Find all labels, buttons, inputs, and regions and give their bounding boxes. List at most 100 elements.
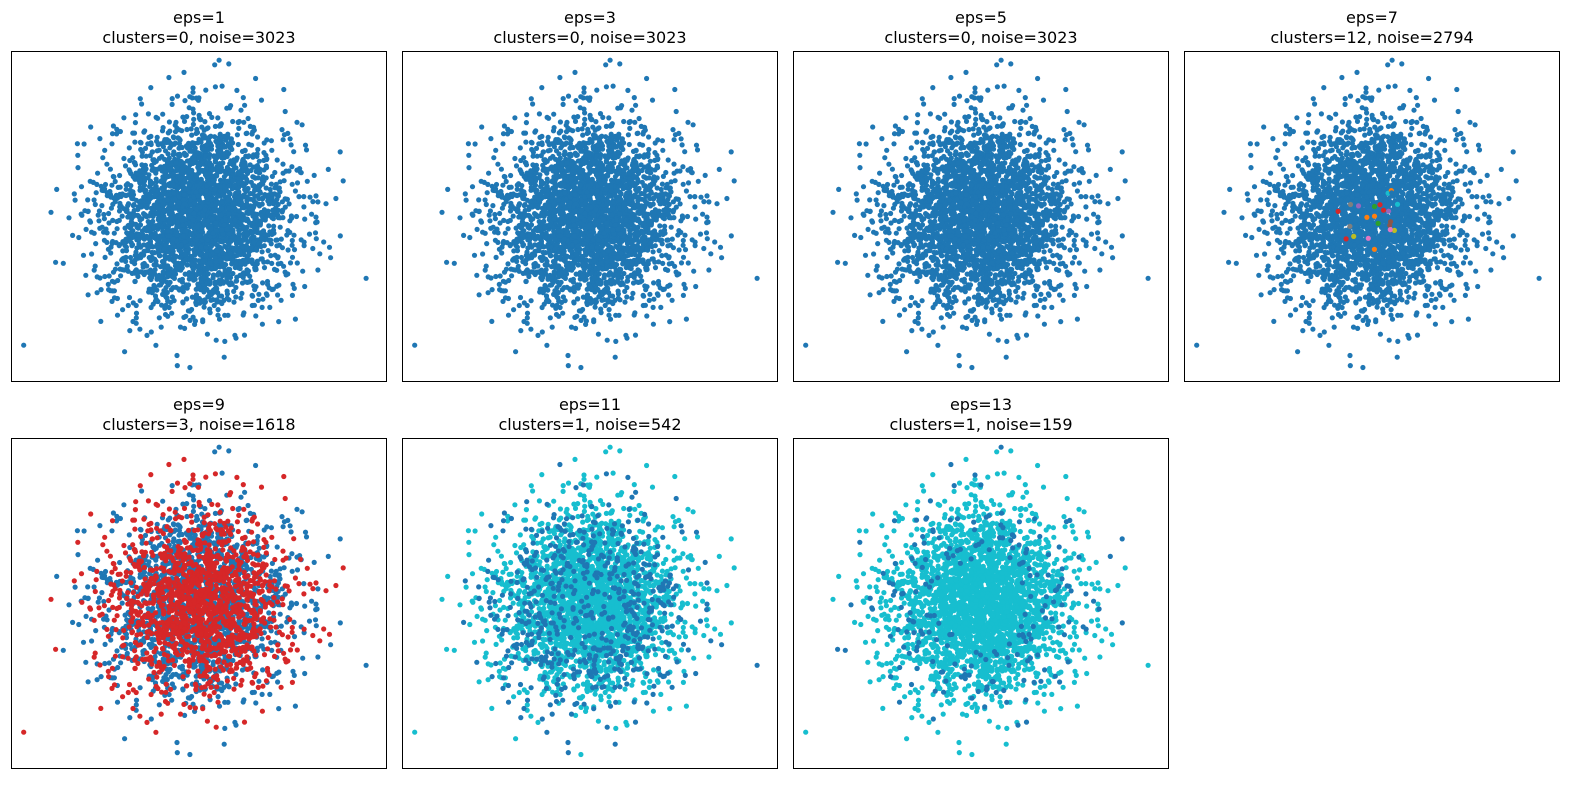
- noise-point: [179, 218, 185, 224]
- noise-point: [126, 294, 133, 301]
- noise-point: [74, 141, 80, 147]
- noise-point: [187, 94, 193, 100]
- noise-point: [266, 223, 272, 229]
- noise-point: [517, 145, 523, 151]
- noise-point: [704, 193, 710, 199]
- noise-point: [168, 173, 174, 179]
- noise-point: [270, 227, 277, 233]
- noise-point: [263, 185, 269, 191]
- noise-point: [523, 162, 530, 168]
- noise-point: [174, 352, 180, 359]
- noise-point: [166, 119, 172, 125]
- noise-point: [174, 165, 180, 171]
- noise-point: [662, 266, 669, 272]
- noise-point: [106, 273, 112, 279]
- noise-point: [719, 255, 725, 261]
- noise-point: [240, 312, 246, 318]
- noise-point: [121, 255, 127, 261]
- noise-point: [104, 239, 110, 245]
- noise-point: [191, 210, 197, 216]
- noise-point: [466, 165, 472, 171]
- noise-point: [253, 187, 259, 193]
- noise-point: [571, 181, 577, 187]
- noise-point: [217, 161, 223, 167]
- noise-point: [189, 132, 195, 138]
- noise-point: [251, 302, 257, 308]
- noise-point: [217, 183, 223, 189]
- noise-point: [119, 213, 125, 219]
- noise-point: [85, 292, 91, 298]
- noise-point: [206, 155, 212, 161]
- noise-point: [172, 196, 178, 202]
- noise-point: [173, 229, 179, 235]
- noise-point: [160, 144, 166, 150]
- noise-point: [206, 111, 213, 117]
- noise-point: [244, 231, 250, 237]
- noise-point: [182, 98, 188, 104]
- noise-point: [131, 213, 137, 219]
- noise-point: [289, 181, 295, 187]
- noise-point: [109, 182, 115, 188]
- noise-point: [530, 216, 536, 222]
- noise-point: [227, 250, 233, 256]
- noise-point: [168, 201, 174, 207]
- noise-point: [179, 166, 185, 173]
- noise-point: [167, 279, 173, 285]
- noise-point: [650, 249, 656, 255]
- noise-point: [497, 210, 503, 217]
- noise-point: [244, 170, 251, 176]
- noise-point: [223, 144, 229, 150]
- noise-point: [166, 181, 172, 187]
- noise-point: [224, 164, 230, 171]
- noise-point: [181, 192, 187, 198]
- noise-point: [158, 324, 164, 330]
- noise-point: [263, 163, 269, 169]
- noise-point: [169, 96, 175, 102]
- noise-point: [221, 272, 227, 278]
- noise-point: [152, 284, 158, 290]
- noise-point: [269, 260, 275, 266]
- noise-point: [204, 331, 210, 337]
- noise-point: [129, 243, 135, 249]
- noise-point: [617, 61, 623, 67]
- noise-point: [591, 168, 597, 174]
- noise-point: [659, 253, 665, 259]
- noise-point: [245, 115, 251, 122]
- noise-point: [208, 209, 215, 216]
- noise-point: [184, 126, 190, 133]
- noise-point: [507, 217, 513, 223]
- noise-point: [104, 161, 110, 167]
- noise-point: [632, 332, 639, 338]
- noise-point: [141, 211, 147, 217]
- noise-point: [96, 218, 102, 224]
- noise-point: [253, 313, 259, 319]
- noise-point: [103, 226, 109, 232]
- noise-point: [246, 153, 252, 159]
- noise-point: [281, 132, 287, 138]
- noise-point: [315, 199, 321, 205]
- noise-point: [148, 304, 154, 311]
- noise-point: [528, 139, 534, 145]
- noise-point: [88, 124, 94, 130]
- noise-point: [250, 213, 256, 219]
- noise-point: [575, 296, 581, 302]
- noise-point: [102, 186, 108, 192]
- noise-point: [171, 190, 177, 196]
- noise-point: [143, 187, 149, 193]
- noise-point: [482, 197, 488, 203]
- noise-point: [91, 230, 97, 236]
- noise-point: [193, 95, 199, 101]
- noise-point: [70, 232, 76, 238]
- noise-point: [614, 144, 620, 150]
- noise-point: [251, 202, 257, 209]
- noise-point: [160, 201, 166, 207]
- noise-point: [220, 151, 226, 157]
- noise-point: [232, 332, 238, 338]
- noise-point: [255, 146, 261, 153]
- noise-point: [161, 237, 167, 243]
- noise-point: [132, 257, 138, 263]
- noise-point: [271, 223, 277, 229]
- noise-point: [93, 190, 99, 196]
- noise-point: [515, 263, 521, 269]
- noise-point: [239, 179, 245, 185]
